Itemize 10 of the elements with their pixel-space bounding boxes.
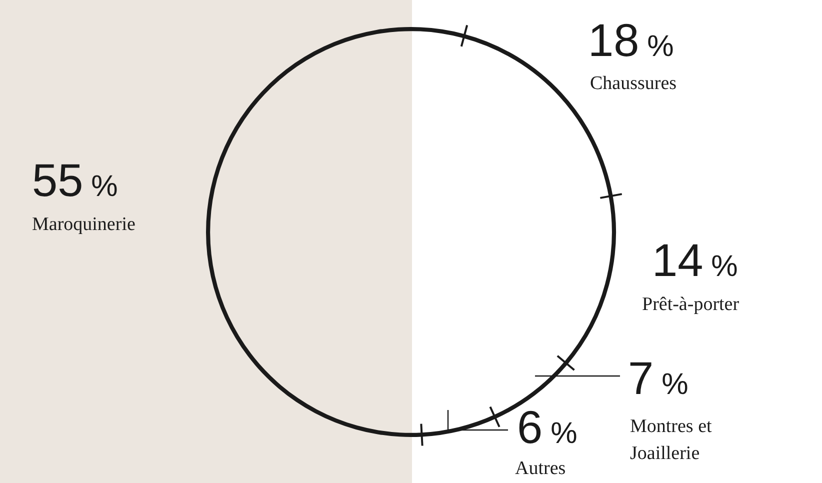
data-label: 14 % <box>652 234 738 286</box>
data-label: 6 % <box>517 401 578 453</box>
slice-label: Maroquinerie <box>32 214 136 235</box>
slice-label: Chaussures <box>590 73 677 94</box>
slice-label: Autres <box>515 458 566 479</box>
data-label: 55 % <box>32 154 118 206</box>
data-label: 7 % <box>628 352 688 404</box>
slice-label: Montres et Joaillerie <box>630 416 713 464</box>
data-label: 18 % <box>588 14 674 66</box>
slice-label: Prêt-à-porter <box>642 294 740 315</box>
